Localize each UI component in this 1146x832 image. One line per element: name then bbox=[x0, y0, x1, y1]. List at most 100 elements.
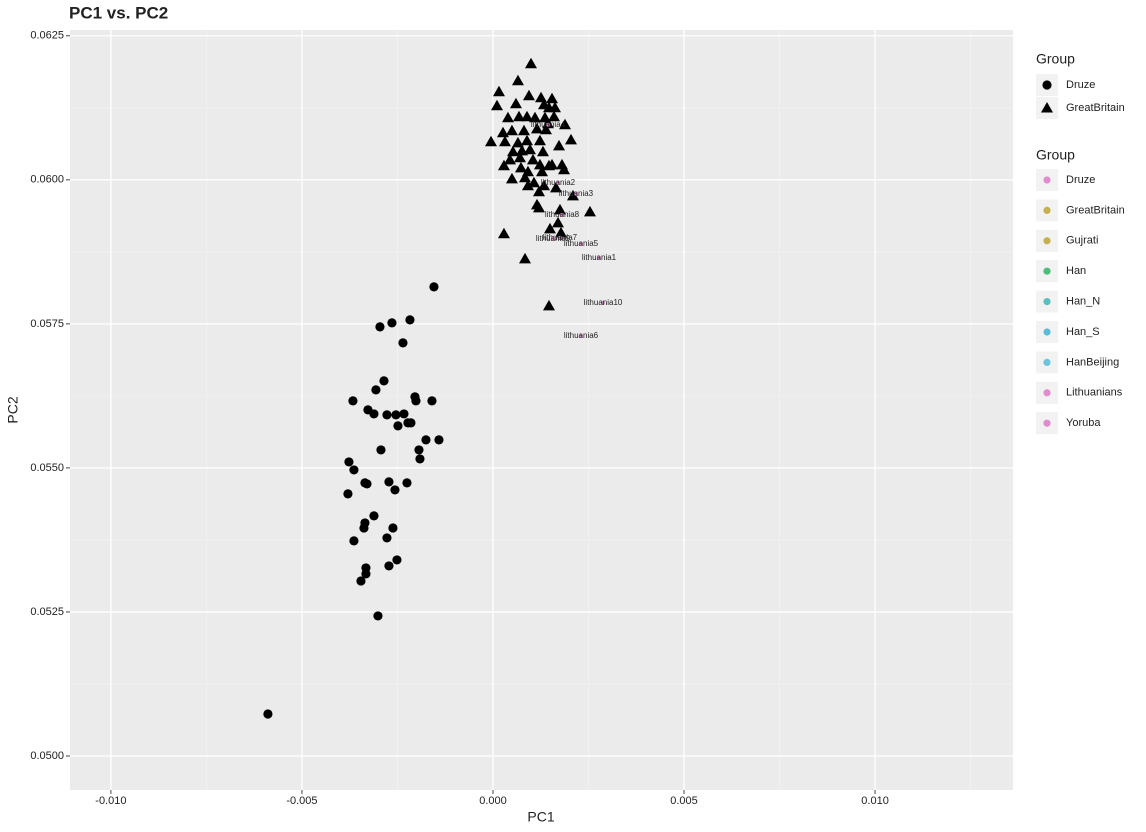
point bbox=[411, 396, 421, 406]
point bbox=[361, 569, 371, 579]
point bbox=[375, 322, 385, 332]
point bbox=[390, 485, 400, 495]
point bbox=[484, 135, 497, 147]
label-point bbox=[551, 236, 556, 241]
point bbox=[421, 435, 431, 445]
label-point bbox=[545, 122, 550, 127]
point bbox=[391, 410, 401, 420]
point bbox=[535, 165, 548, 177]
legend-symbol bbox=[1043, 328, 1051, 336]
y-tick-label: 0.0600 bbox=[30, 174, 64, 186]
label-point bbox=[574, 191, 579, 196]
y-tick-label: 0.0575 bbox=[30, 318, 64, 330]
legend-label: Lithuanians bbox=[1066, 387, 1123, 399]
point bbox=[566, 189, 579, 201]
point bbox=[509, 97, 522, 109]
point bbox=[369, 409, 379, 419]
point bbox=[524, 57, 537, 69]
point bbox=[406, 418, 416, 428]
point bbox=[398, 338, 408, 348]
point bbox=[520, 134, 533, 146]
point-label: lithuania2 bbox=[541, 178, 576, 187]
point bbox=[379, 376, 389, 386]
label-point bbox=[597, 255, 602, 260]
chart-title: PC1 vs. PC2 bbox=[69, 3, 168, 22]
point bbox=[399, 409, 409, 419]
point bbox=[501, 111, 514, 123]
point-label: lithuania4 bbox=[531, 120, 566, 129]
point bbox=[429, 282, 439, 292]
legend-symbol bbox=[1043, 237, 1051, 245]
point bbox=[393, 421, 403, 431]
point bbox=[518, 252, 531, 264]
legend-label: Druze bbox=[1066, 174, 1095, 186]
x-tick-label: 0.010 bbox=[861, 795, 889, 807]
point bbox=[498, 135, 511, 147]
legend-symbol bbox=[1043, 176, 1051, 184]
point bbox=[542, 101, 555, 113]
point bbox=[552, 216, 565, 228]
point bbox=[362, 479, 372, 489]
y-tick-label: 0.0550 bbox=[30, 462, 64, 474]
legend-label: Han_N bbox=[1066, 296, 1100, 308]
point bbox=[263, 709, 273, 719]
point bbox=[532, 185, 545, 197]
point bbox=[513, 151, 526, 163]
point-label: lithuania3 bbox=[559, 189, 594, 198]
point bbox=[359, 523, 369, 533]
x-axis-label: PC1 bbox=[527, 809, 554, 825]
point bbox=[530, 122, 543, 134]
x-tick-label: 0.005 bbox=[670, 795, 698, 807]
point bbox=[373, 611, 383, 621]
point bbox=[526, 153, 539, 165]
point bbox=[371, 385, 381, 395]
point-label: lithuania5 bbox=[564, 239, 599, 248]
y-tick-label: 0.0625 bbox=[30, 30, 64, 42]
point bbox=[356, 576, 366, 586]
point bbox=[546, 92, 559, 104]
point bbox=[497, 227, 510, 239]
point bbox=[522, 89, 535, 101]
y-tick-label: 0.0525 bbox=[30, 606, 64, 618]
x-tick-label: -0.010 bbox=[95, 795, 126, 807]
point bbox=[539, 123, 552, 135]
point bbox=[583, 205, 596, 217]
legend-symbol bbox=[1043, 389, 1051, 397]
point bbox=[343, 489, 353, 499]
point bbox=[349, 465, 359, 475]
label-point bbox=[579, 241, 584, 246]
point bbox=[511, 74, 524, 86]
point bbox=[518, 124, 531, 136]
point bbox=[388, 523, 398, 533]
point-label: lithuania6 bbox=[564, 331, 599, 340]
point bbox=[402, 478, 412, 488]
legend-symbol bbox=[1043, 298, 1051, 306]
legend-symbol bbox=[1042, 80, 1052, 90]
legend-symbol bbox=[1043, 419, 1051, 427]
point bbox=[405, 315, 415, 325]
point bbox=[376, 445, 386, 455]
point bbox=[514, 161, 527, 173]
legend-label: Han bbox=[1066, 265, 1086, 277]
point bbox=[547, 110, 560, 122]
x-tick-label: -0.005 bbox=[286, 795, 317, 807]
point bbox=[542, 299, 555, 311]
point bbox=[384, 477, 394, 487]
legend-label: GreatBritain bbox=[1066, 204, 1125, 216]
point bbox=[533, 134, 546, 146]
y-axis-label: PC2 bbox=[5, 396, 21, 423]
point bbox=[543, 222, 556, 234]
label-point bbox=[579, 333, 584, 338]
marks: lithuania1 lithuania2 lithuania3 lithuania4… bbox=[263, 57, 623, 719]
point bbox=[511, 136, 524, 148]
point bbox=[552, 139, 565, 151]
point bbox=[505, 172, 518, 184]
point bbox=[427, 396, 437, 406]
point-label: lithuania9 bbox=[536, 234, 571, 243]
point bbox=[392, 555, 402, 565]
point bbox=[558, 118, 571, 130]
point bbox=[369, 511, 379, 521]
point bbox=[348, 396, 358, 406]
point bbox=[503, 153, 516, 165]
